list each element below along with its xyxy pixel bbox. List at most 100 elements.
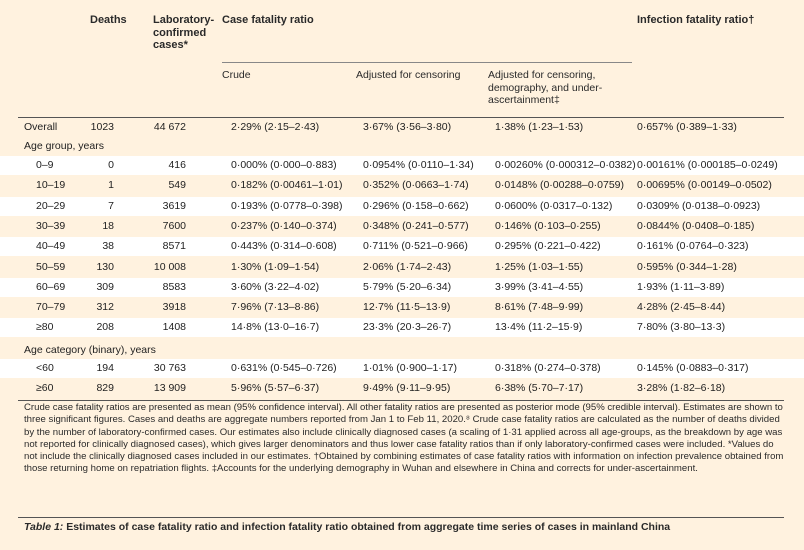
adjusted-full-cell: 3·99% (3·41–4·55) bbox=[495, 280, 584, 293]
crude-cell: 0·182% (0·00461–1·01) bbox=[231, 179, 343, 192]
adjusted-full-cell: 13·4% (11·2–15·9) bbox=[495, 321, 583, 334]
table-row-overall: Overall 1023 44 672 2·29% (2·15–2·43) 3·… bbox=[24, 121, 737, 133]
lab-cases-header: Laboratory- confirmed cases* bbox=[153, 14, 215, 51]
table-bottom-rule bbox=[18, 400, 784, 401]
ifr-cell: 3·28% (1·82–6·18) bbox=[637, 382, 726, 395]
header-rule bbox=[18, 117, 784, 118]
row-label: 10–19 bbox=[36, 179, 66, 192]
adjusted-cell: 12·7% (11·5–13·9) bbox=[363, 301, 451, 314]
age-group-heading: Age group, years bbox=[24, 140, 104, 152]
ifr-cell: 0·595% (0·344–1·28) bbox=[637, 260, 737, 273]
adjusted-full-cell: 8·61% (7·48–9·99) bbox=[495, 301, 584, 314]
table-row: ≥60 829 13 909 5·96% (5·57–6·37) 9·49% (9·11… bbox=[0, 379, 804, 398]
crude-cell: 0·237% (0·140–0·374) bbox=[231, 219, 337, 232]
deaths-cell: 0 bbox=[108, 159, 114, 171]
deaths-cell: 194 bbox=[96, 362, 114, 374]
adjusted-full-cell: 0·0148% (0·00288–0·0759) bbox=[495, 179, 625, 192]
deaths-cell: 130 bbox=[96, 260, 114, 273]
ifr-cell: 0·161% (0·0764–0·323) bbox=[637, 240, 749, 253]
adjusted-full-cell: 0·146% (0·103–0·255) bbox=[495, 219, 601, 232]
table-row: ≥80 208 1408 14·8% (13·0–16·7) 23·3% (20·3–2… bbox=[0, 318, 804, 338]
cfr-header: Case fatality ratio bbox=[222, 14, 314, 26]
deaths-cell: 312 bbox=[96, 301, 114, 314]
binary-heading: Age category (binary), years bbox=[24, 344, 156, 356]
adjusted-cell: 0·352% (0·0663–1·74) bbox=[363, 179, 469, 192]
deaths-cell: 208 bbox=[96, 321, 114, 334]
table-row: <60 194 30 763 0·631% (0·545–0·726) 1·01% (0… bbox=[0, 359, 804, 378]
adjusted-full-cell: 0·0600% (0·0317–0·132) bbox=[495, 199, 613, 212]
crude-cell: 3·60% (3·22–4·02) bbox=[231, 280, 320, 293]
ifr-cell: 0·145% (0·0883–0·317) bbox=[637, 362, 749, 374]
crude-cell: 1·30% (1·09–1·54) bbox=[231, 260, 320, 273]
cfr-span-rule bbox=[222, 62, 632, 63]
row-label: 20–29 bbox=[36, 199, 66, 212]
adjusted-full-header: Adjusted for censoring, demography, and … bbox=[488, 69, 603, 106]
cases-cell: 7600 bbox=[162, 219, 186, 232]
table-row: 50–59 130 10 008 1·30% (1·09–1·54) 2·06% (1·… bbox=[0, 258, 804, 277]
row-label: ≥80 bbox=[36, 321, 54, 334]
cases-cell: 3619 bbox=[162, 199, 186, 212]
crude-cell: 0·631% (0·545–0·726) bbox=[231, 362, 337, 374]
adjusted-full-cell: 0·00260% (0·000312–0·0382) bbox=[495, 159, 636, 171]
crude-header: Crude bbox=[222, 69, 251, 81]
row-label: 50–59 bbox=[36, 260, 66, 273]
adjusted-cell: 2·06% (1·74–2·43) bbox=[363, 260, 452, 273]
row-label: 30–39 bbox=[36, 219, 66, 232]
table-row: 20–29 7 3619 0·193% (0·0778–0·398) 0·296% (0… bbox=[0, 196, 804, 216]
ifr-header: Infection fatality ratio† bbox=[637, 14, 755, 26]
cases-cell: 1408 bbox=[162, 321, 186, 334]
crude-cell: 0·000% (0·000–0·883) bbox=[231, 159, 337, 171]
adjusted-cell: 1·01% (0·900–1·17) bbox=[363, 362, 457, 374]
ifr-cell: 0·00161% (0·000185–0·0249) bbox=[637, 159, 778, 171]
crude-cell: 7·96% (7·13–8·86) bbox=[231, 301, 320, 314]
crude-cell: 0·443% (0·314–0·608) bbox=[231, 240, 337, 253]
table-row: 10–19 1 549 0·182% (0·00461–1·01) 0·352% (0·… bbox=[0, 176, 804, 195]
cases-cell: 8583 bbox=[162, 280, 186, 293]
adjusted-cell: 0·711% (0·521–0·966) bbox=[363, 240, 468, 253]
table-row: 40–49 38 8571 0·443% (0·314–0·608) 0·711% (0… bbox=[0, 237, 804, 257]
adjusted-censoring-header: Adjusted for censoring bbox=[356, 69, 461, 81]
adjusted-cell: 23·3% (20·3–26·7) bbox=[363, 321, 452, 334]
cases-cell: 13 909 bbox=[153, 382, 186, 395]
row-label: 40–49 bbox=[36, 240, 66, 253]
adjusted-full-cell: 0·318% (0·274–0·378) bbox=[495, 362, 601, 374]
table-row: 70–79 312 3918 7·96% (7·13–8·86) 12·7% (11·5… bbox=[0, 298, 804, 317]
row-label: <60 bbox=[36, 362, 54, 374]
deaths-cell: 309 bbox=[96, 280, 114, 293]
cases-cell: 10 008 bbox=[153, 260, 186, 273]
crude-cell: 5·96% (5·57–6·37) bbox=[231, 382, 320, 395]
deaths-header: Deaths bbox=[90, 14, 127, 26]
cases-cell: 416 bbox=[168, 159, 186, 171]
row-label: ≥60 bbox=[36, 382, 54, 395]
caption-rule bbox=[18, 517, 784, 518]
table-row: 0–9 0 416 0·000% (0·000–0·883) 0·0954% (0·01… bbox=[0, 156, 804, 175]
cases-cell: 549 bbox=[168, 179, 186, 192]
deaths-cell: 18 bbox=[102, 219, 114, 232]
adjusted-full-cell: 6·38% (5·70–7·17) bbox=[495, 382, 584, 395]
table-row: 30–39 18 7600 0·237% (0·140–0·374) 0·348% (0… bbox=[0, 217, 804, 236]
adjusted-cell: 9·49% (9·11–9·95) bbox=[363, 382, 451, 395]
table-caption: Table 1: Estimates of case fatality rati… bbox=[24, 521, 671, 533]
cases-cell: 30 763 bbox=[153, 362, 186, 374]
adjusted-full-cell: 1·25% (1·03–1·55) bbox=[495, 260, 584, 273]
row-label: 70–79 bbox=[36, 301, 66, 314]
cases-cell: 8571 bbox=[162, 240, 186, 253]
ifr-cell: 1·93% (1·11–3·89) bbox=[637, 280, 725, 293]
ifr-cell: 0·0844% (0·0408–0·185) bbox=[637, 219, 755, 232]
crude-cell: 0·193% (0·0778–0·398) bbox=[231, 199, 343, 212]
adjusted-full-cell: 0·295% (0·221–0·422) bbox=[495, 240, 601, 253]
deaths-cell: 829 bbox=[96, 382, 114, 395]
table-footnote: Crude case fatality ratios are presented… bbox=[24, 402, 784, 475]
adjusted-cell: 5·79% (5·20–6·34) bbox=[363, 280, 452, 293]
cases-cell: 3918 bbox=[162, 301, 186, 314]
deaths-cell: 7 bbox=[108, 199, 114, 212]
row-label: 0–9 bbox=[36, 159, 54, 171]
crude-cell: 14·8% (13·0–16·7) bbox=[231, 321, 320, 334]
ifr-cell: 0·00695% (0·00149–0·0502) bbox=[637, 179, 772, 192]
row-label: 60–69 bbox=[36, 280, 66, 293]
adjusted-cell: 0·296% (0·158–0·662) bbox=[363, 199, 469, 212]
adjusted-cell: 0·0954% (0·0110–1·34) bbox=[363, 159, 474, 171]
adjusted-cell: 0·348% (0·241–0·577) bbox=[363, 219, 469, 232]
ifr-cell: 4·28% (2·45–8·44) bbox=[637, 301, 726, 314]
